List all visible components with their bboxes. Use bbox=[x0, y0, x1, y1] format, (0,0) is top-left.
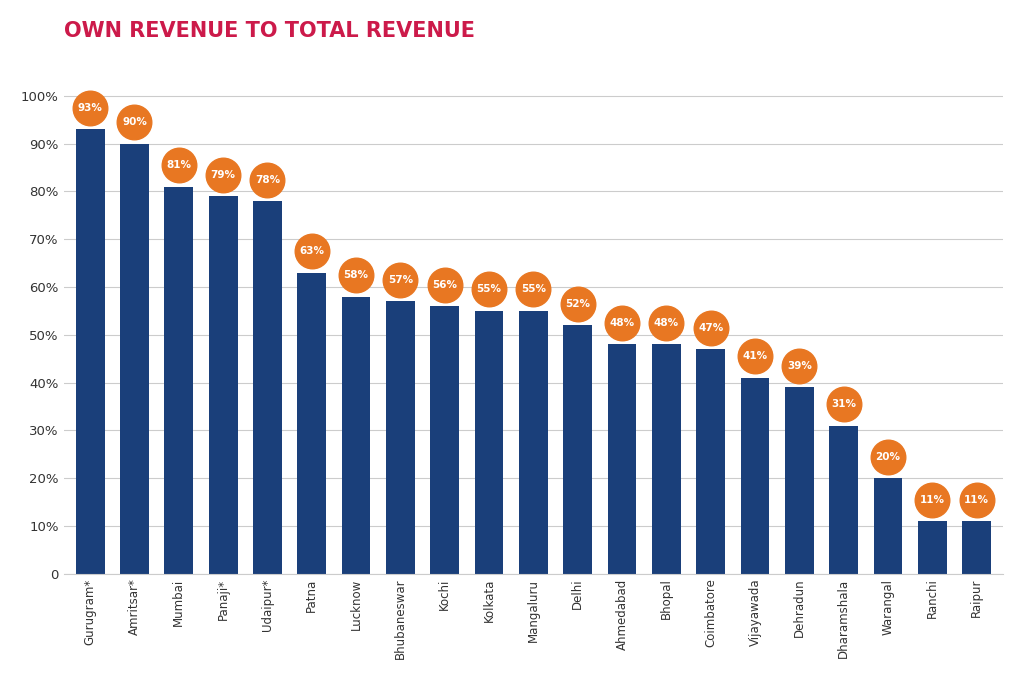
Bar bbox=[873, 478, 902, 574]
Text: 41%: 41% bbox=[742, 352, 768, 361]
Text: 39%: 39% bbox=[786, 361, 812, 371]
Bar bbox=[76, 129, 104, 574]
Point bbox=[525, 284, 542, 295]
Point bbox=[613, 318, 630, 328]
Point bbox=[348, 270, 365, 281]
Point bbox=[392, 275, 409, 286]
Point bbox=[436, 279, 453, 290]
Bar bbox=[963, 521, 991, 574]
Text: 93%: 93% bbox=[78, 103, 102, 113]
Point bbox=[880, 452, 896, 462]
Bar bbox=[297, 273, 327, 574]
Text: 31%: 31% bbox=[831, 399, 856, 409]
Bar bbox=[696, 349, 725, 574]
Text: 78%: 78% bbox=[255, 175, 280, 184]
Point bbox=[702, 322, 719, 333]
Text: 11%: 11% bbox=[964, 494, 989, 505]
Text: 48%: 48% bbox=[653, 318, 679, 328]
Bar bbox=[386, 301, 415, 574]
Bar bbox=[563, 325, 592, 574]
Point bbox=[82, 103, 98, 114]
Bar bbox=[165, 187, 194, 574]
Bar bbox=[519, 311, 548, 574]
Point bbox=[259, 174, 275, 185]
Point bbox=[126, 117, 142, 128]
Point bbox=[746, 351, 763, 362]
Text: 20%: 20% bbox=[876, 452, 900, 462]
Bar bbox=[253, 201, 282, 574]
Bar bbox=[607, 344, 636, 574]
Point bbox=[792, 360, 808, 371]
Bar bbox=[652, 344, 681, 574]
Point bbox=[969, 494, 985, 505]
Point bbox=[658, 318, 675, 328]
Bar bbox=[120, 143, 148, 574]
Text: 52%: 52% bbox=[565, 299, 590, 309]
Text: 47%: 47% bbox=[698, 322, 723, 333]
Point bbox=[215, 169, 231, 180]
Point bbox=[171, 160, 187, 171]
Point bbox=[836, 398, 852, 409]
Bar bbox=[784, 388, 814, 574]
Text: 55%: 55% bbox=[521, 284, 546, 294]
Point bbox=[481, 284, 498, 295]
Text: OWN REVENUE TO TOTAL REVENUE: OWN REVENUE TO TOTAL REVENUE bbox=[63, 21, 474, 41]
Text: 58%: 58% bbox=[344, 270, 369, 280]
Text: 63%: 63% bbox=[299, 246, 325, 256]
Text: 79%: 79% bbox=[211, 170, 236, 180]
Point bbox=[303, 245, 319, 256]
Bar bbox=[209, 197, 238, 574]
Text: 81%: 81% bbox=[166, 160, 191, 170]
Text: 48%: 48% bbox=[609, 318, 635, 328]
Bar bbox=[829, 426, 858, 574]
Bar bbox=[342, 296, 371, 574]
Text: 90%: 90% bbox=[122, 117, 146, 127]
Text: 55%: 55% bbox=[476, 284, 502, 294]
Point bbox=[569, 299, 586, 309]
Bar bbox=[918, 521, 946, 574]
Bar bbox=[740, 378, 769, 574]
Point bbox=[924, 494, 940, 505]
Text: 57%: 57% bbox=[388, 275, 413, 285]
Text: 11%: 11% bbox=[920, 494, 945, 505]
Bar bbox=[475, 311, 504, 574]
Bar bbox=[430, 306, 459, 574]
Text: 56%: 56% bbox=[432, 279, 458, 290]
